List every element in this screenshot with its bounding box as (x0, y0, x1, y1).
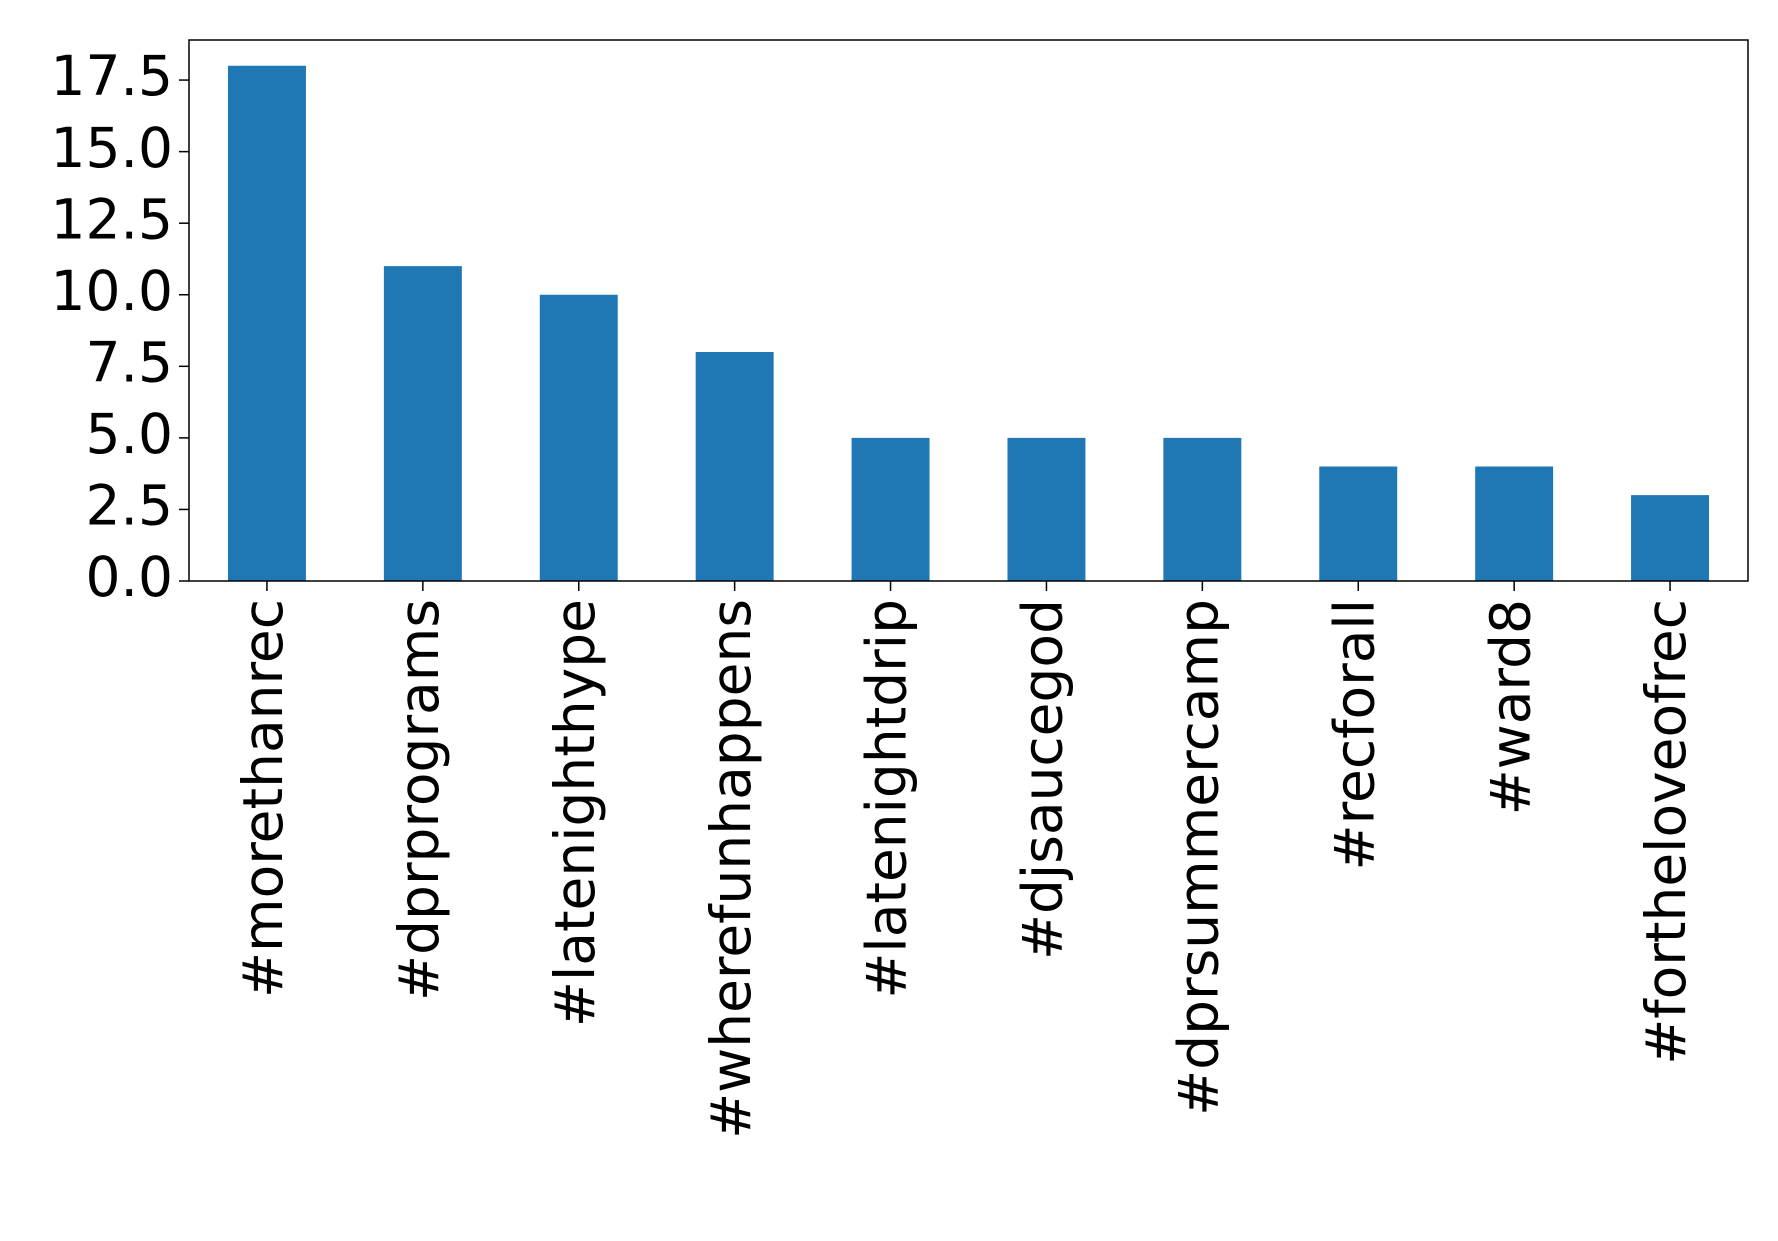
x-tick-label: #morethanrec (231, 599, 295, 998)
bar (1631, 495, 1710, 581)
bar (851, 437, 930, 581)
bar (1475, 466, 1554, 581)
bar (1163, 437, 1242, 581)
x-tick-label: #wherefunhappens (699, 599, 763, 1139)
bar (383, 266, 462, 581)
y-tick-label: 15.0 (51, 116, 173, 180)
x-tick-label: #latenighthype (543, 599, 607, 1027)
y-tick-label: 7.5 (86, 330, 173, 394)
y-tick-label: 10.0 (51, 259, 173, 323)
bar (227, 65, 306, 581)
y-tick-label: 12.5 (51, 187, 173, 251)
bar (1007, 437, 1086, 581)
x-tick-label: #fortheloveofrec (1634, 599, 1698, 1065)
y-tick-label: 0.0 (86, 545, 173, 609)
bar (539, 294, 618, 581)
x-tick-label: #dprprograms (387, 599, 451, 1001)
x-tick-label: #recforall (1322, 599, 1386, 870)
y-tick-label: 2.5 (86, 474, 173, 538)
x-tick-label: #latenightdrip (855, 599, 919, 999)
x-tick-label: #ward8 (1478, 599, 1542, 815)
x-tick-label: #dprsummercamp (1166, 599, 1230, 1116)
bar (695, 352, 774, 581)
bar (1319, 466, 1398, 581)
x-tick-label: #djsaucegod (1011, 599, 1075, 960)
y-tick-label: 17.5 (51, 44, 173, 108)
plot-frame (188, 39, 1749, 582)
y-tick-label: 5.0 (86, 402, 173, 466)
